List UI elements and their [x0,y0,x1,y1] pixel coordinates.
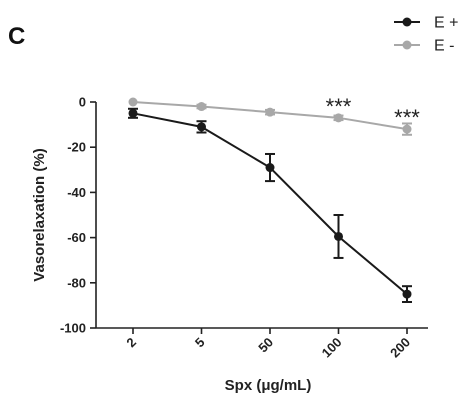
y-tick-label: -20 [67,140,86,155]
x-tick-label: 200 [387,335,413,361]
y-tick-label: -40 [67,185,86,200]
x-tick-label: 50 [255,335,276,356]
data-point [402,124,412,134]
data-point [128,108,138,118]
legend-label: E + [434,15,458,32]
data-point [265,107,275,117]
data-point [128,97,138,107]
data-point [265,163,275,173]
y-tick-label: 0 [79,95,86,110]
legend: E + E - [394,15,458,55]
y-axis-title: Vasorelaxation (%) [31,148,48,281]
data-point [197,122,206,132]
series-e-plus [128,107,412,304]
annotation-layer: *** *** [326,94,421,130]
data-point [197,102,206,112]
series-e-minus [128,97,412,136]
x-tick-label: 100 [319,335,345,361]
data-point [334,113,343,123]
significance-annotation: *** [394,105,420,130]
x-tick-label: 2 [123,335,139,351]
x-tick-label: 5 [192,335,208,351]
significance-annotation: *** [326,94,352,119]
y-tick-label: -100 [60,321,86,336]
y-axis: 0 -20 -40 -60 -80 -100 [60,95,97,336]
panel-label: C [8,23,25,50]
legend-marker [402,17,412,27]
y-tick-label: -80 [67,275,86,290]
legend-entry: E - [394,38,454,55]
series-line [132,112,408,295]
legend-label: E - [434,38,454,55]
legend-marker [402,40,412,50]
y-tick-label: -60 [67,230,86,245]
data-point [334,231,343,241]
x-axis-title: Spx (μg/mL) [225,377,312,394]
series-layer [128,97,412,304]
data-point [402,289,412,299]
legend-entry: E + [394,15,458,32]
x-axis: 2 5 50 100 200 [96,327,428,361]
